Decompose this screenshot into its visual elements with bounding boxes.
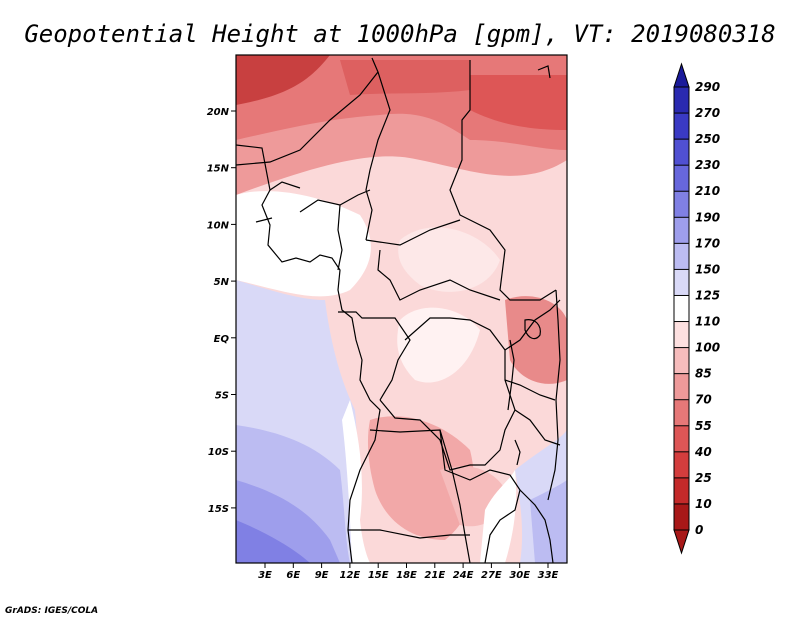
lat-tick-label: 5N <box>214 277 230 288</box>
map-frame <box>235 54 568 564</box>
colorbar-cell <box>674 425 689 453</box>
lon-tick-label: 15E <box>368 570 389 581</box>
colorbar-cell <box>674 373 689 401</box>
colorbar-label: 230 <box>695 158 720 172</box>
lat-tick-label: 10N <box>207 220 230 231</box>
lon-tick-label: 6E <box>286 570 300 581</box>
lon-tick-label: 18E <box>396 570 417 581</box>
colorbar-label: 40 <box>694 445 712 459</box>
lon-tick-label: 27E <box>481 570 502 581</box>
colorbar-cell <box>674 451 689 479</box>
colorbar-label: 250 <box>695 132 720 146</box>
colorbar-cell <box>674 113 689 140</box>
grads-credit: GrADS: IGES/COLA <box>5 606 98 616</box>
lon-tick-label: 30E <box>509 570 530 581</box>
colorbar-label: 70 <box>695 393 712 407</box>
colorbar-label: 190 <box>695 210 720 224</box>
colorbar-label: 150 <box>695 262 720 276</box>
colorbar-max-arrow <box>673 62 690 88</box>
colorbar-label: 270 <box>695 106 720 120</box>
lon-tick-label: 12E <box>340 570 361 581</box>
height-field <box>236 55 567 563</box>
lon-tick-label: 24E <box>453 570 474 581</box>
colorbar-cell <box>674 295 689 323</box>
colorbar-label: 210 <box>695 184 720 198</box>
lon-tick-label: 21E <box>424 570 445 581</box>
latitude-axis: 20N 15N 10N 5N EQ 5S 10S 15S <box>207 107 236 515</box>
colorbar-label: 85 <box>695 367 712 381</box>
colorbar-cell <box>674 347 689 375</box>
colorbar-cell <box>674 243 689 270</box>
colorbar-label: 110 <box>695 315 720 329</box>
colorbar-cell <box>674 87 689 114</box>
figure-title: Geopotential Height at 1000hPa [gpm], VT… <box>24 20 775 48</box>
colorbar-cell <box>674 477 689 505</box>
lat-tick-label: 5S <box>215 391 229 402</box>
colorbar-label: 25 <box>695 471 712 485</box>
longitude-axis: 3E 6E 9E 12E 15E 18E 21E 24E 27E 30E 33E <box>258 563 559 581</box>
colorbar-label: 100 <box>695 341 720 355</box>
colorbar-cell <box>674 165 689 192</box>
colorbar-label: 125 <box>695 288 720 302</box>
colorbar-cell <box>674 399 689 427</box>
colorbar-label: 55 <box>695 419 712 433</box>
lon-tick-label: 3E <box>258 570 272 581</box>
lat-tick-label: 15N <box>207 164 230 175</box>
colorbar-cell <box>674 321 689 349</box>
colorbar-label: 10 <box>695 497 712 511</box>
colorbar-cell <box>674 269 689 296</box>
colorbar: 2902702502302101901701501251101008570554… <box>673 62 720 555</box>
colorbar-label: 290 <box>695 80 720 94</box>
colorbar-label: 0 <box>695 523 703 537</box>
lon-tick-label: 9E <box>315 570 329 581</box>
colorbar-cell <box>674 503 689 531</box>
colorbar-min-arrow <box>673 529 690 555</box>
colorbar-label: 170 <box>695 236 720 250</box>
lat-tick-label: EQ <box>214 334 230 345</box>
lon-tick-label: 33E <box>538 570 559 581</box>
lat-tick-label: 15S <box>208 504 229 515</box>
country-borders <box>236 57 561 563</box>
colorbar-cell <box>674 217 689 244</box>
colorbar-cell <box>674 191 689 218</box>
lat-tick-label: 10S <box>208 447 229 458</box>
lat-tick-label: 20N <box>207 107 230 118</box>
colorbar-cell <box>674 139 689 166</box>
